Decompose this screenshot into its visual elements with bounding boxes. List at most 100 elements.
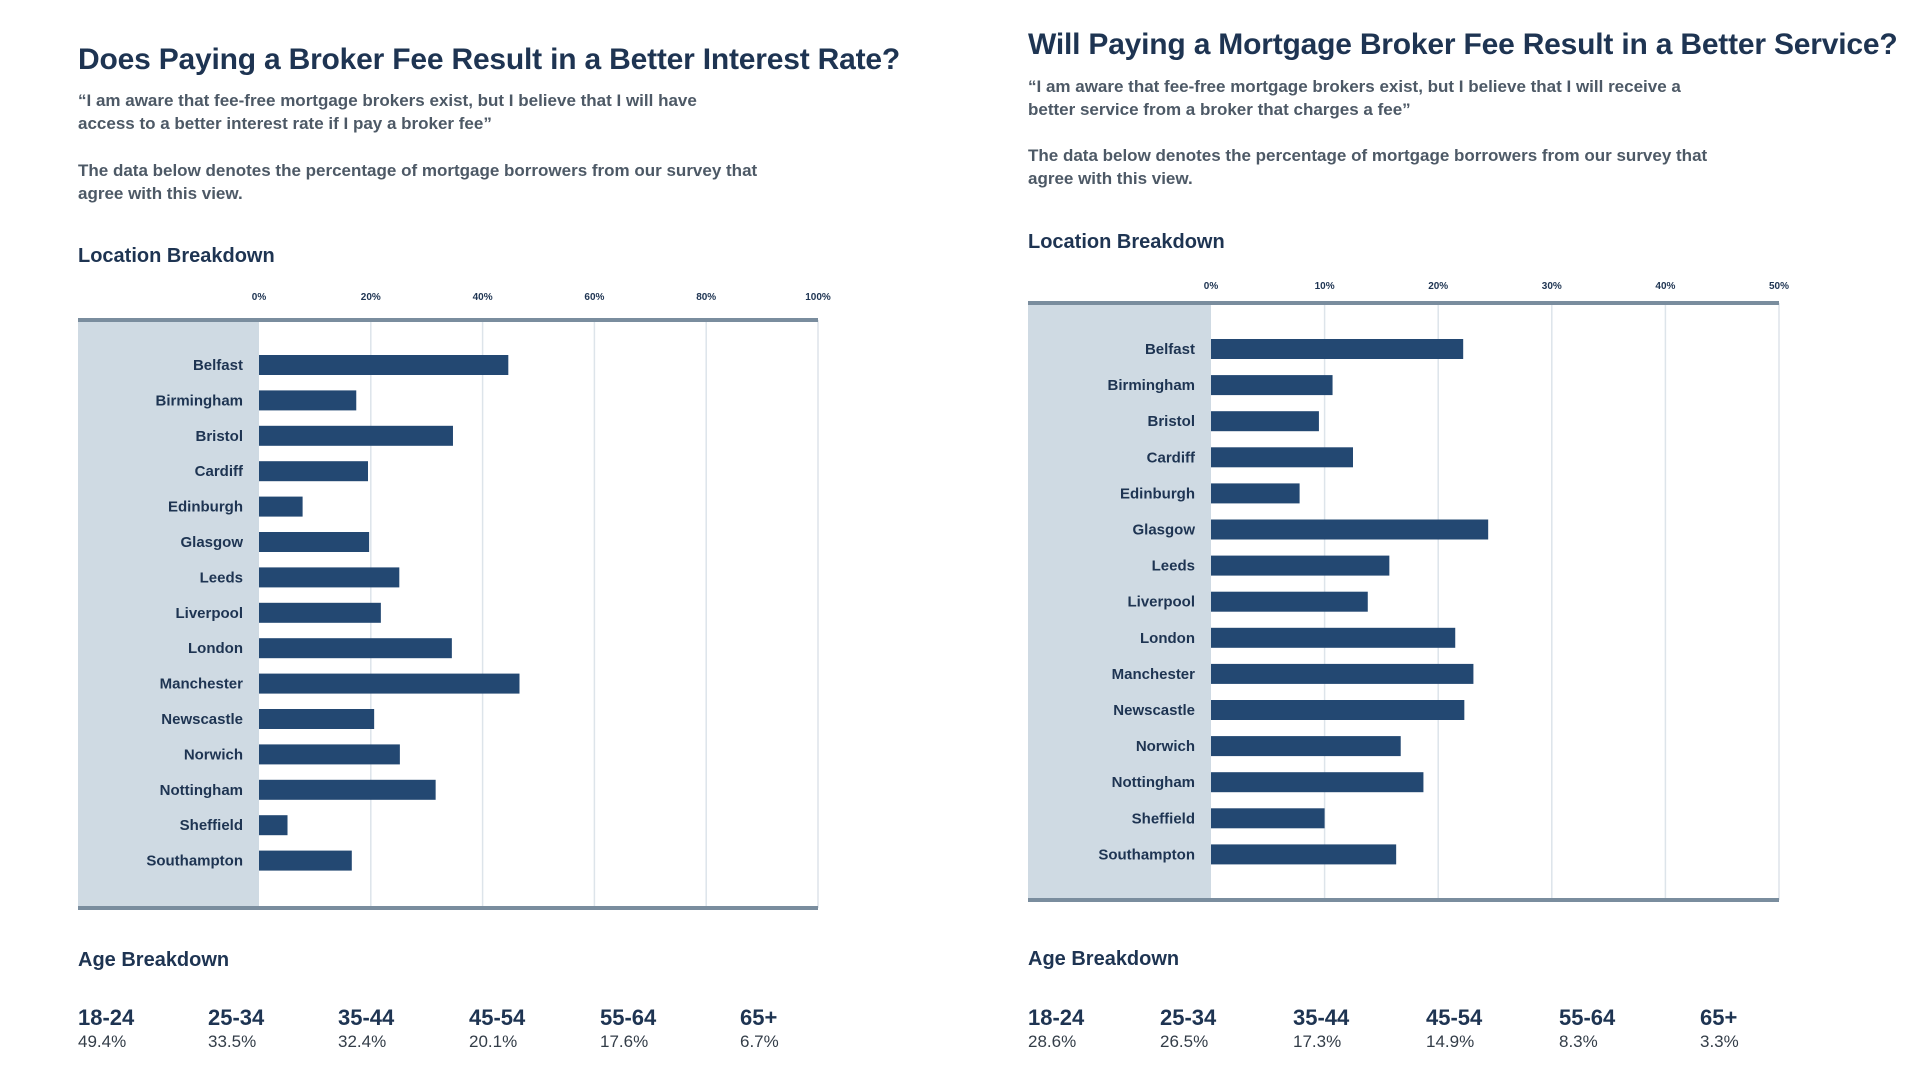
category-label: Sheffield <box>180 817 243 834</box>
category-label: London <box>1140 630 1195 647</box>
bar <box>1211 555 1390 576</box>
age-value: 3.3% <box>1700 1032 1739 1051</box>
category-label: Southampton <box>1098 846 1195 863</box>
age-group-label: 18-24 <box>78 1005 135 1030</box>
bar <box>259 815 288 836</box>
age-value: 32.4% <box>338 1032 387 1051</box>
age-value: 6.7% <box>740 1032 779 1051</box>
category-label: Nottingham <box>160 782 243 799</box>
right-note: The data below denotes the percentage of… <box>1028 146 1708 188</box>
category-label: London <box>188 640 243 657</box>
category-label: Bristol <box>195 428 243 445</box>
bar <box>259 602 381 623</box>
age-value: 33.5% <box>208 1032 257 1051</box>
age-group-label: 25-34 <box>208 1005 265 1030</box>
bar <box>1211 339 1464 359</box>
x-tick-label: 100% <box>805 292 831 303</box>
bar <box>1211 519 1489 540</box>
x-tick-label: 0% <box>1204 281 1219 292</box>
category-label: Cardiff <box>1147 449 1196 466</box>
age-group-label: 65+ <box>740 1005 778 1030</box>
bar <box>1211 591 1368 612</box>
category-label: Belfast <box>1145 341 1195 358</box>
left-location-heading: Location Breakdown <box>78 245 275 267</box>
age-item: 35-44 32.4% <box>338 1005 469 1053</box>
age-item: 65+ 3.3% <box>1700 1005 1780 1053</box>
x-tick-label: 30% <box>1542 281 1562 292</box>
bar <box>1211 736 1401 757</box>
bar <box>1211 627 1456 648</box>
age-value: 14.9% <box>1426 1032 1475 1051</box>
category-label: Birmingham <box>1107 377 1195 394</box>
bar <box>1211 483 1300 504</box>
bar <box>259 355 509 375</box>
right-quote: “I am aware that fee-free mortgage broke… <box>1028 77 1681 119</box>
bar <box>1211 700 1465 720</box>
age-item: 25-34 33.5% <box>208 1005 338 1053</box>
age-group-label: 55-64 <box>1559 1005 1616 1030</box>
left-age-heading: Age Breakdown <box>78 949 230 971</box>
bar <box>259 496 303 517</box>
x-tick-label: 40% <box>1655 281 1675 292</box>
age-item: 45-54 20.1% <box>469 1005 600 1053</box>
bar <box>259 709 375 729</box>
left-note: The data below denotes the percentage of… <box>78 161 758 203</box>
x-tick-label: 40% <box>473 292 493 303</box>
left-age-breakdown: 18-24 49.4% 25-34 33.5% 35-44 32.4% 45-5… <box>78 1005 820 1053</box>
category-label: Sheffield <box>1132 810 1195 827</box>
x-tick-label: 0% <box>252 292 267 303</box>
x-tick-label: 80% <box>696 292 716 303</box>
category-label: Bristol <box>1147 413 1195 430</box>
age-value: 17.3% <box>1293 1032 1342 1051</box>
bar <box>259 532 370 552</box>
bar <box>259 390 357 411</box>
category-label: Liverpool <box>1127 594 1195 611</box>
age-group-label: 55-64 <box>600 1005 657 1030</box>
category-label: Liverpool <box>175 605 243 622</box>
age-item: 65+ 6.7% <box>740 1005 820 1053</box>
age-value: 49.4% <box>78 1032 127 1051</box>
category-label: Norwich <box>184 746 243 763</box>
age-item: 55-64 8.3% <box>1559 1005 1700 1053</box>
age-item: 25-34 26.5% <box>1160 1005 1293 1053</box>
category-label: Edinburgh <box>1120 485 1195 502</box>
age-value: 17.6% <box>600 1032 649 1051</box>
age-item: 18-24 49.4% <box>78 1005 208 1053</box>
left-location-chart: 0% 20% 40% 60% 80% 100% Belfast Birmingham Brist… <box>78 290 858 915</box>
frame-top-line <box>78 318 818 322</box>
bar <box>1211 447 1353 468</box>
left-title: Does Paying a Broker Fee Result in a Bet… <box>78 43 900 76</box>
bar <box>259 779 436 800</box>
right-title: Will Paying a Mortgage Broker Fee Result… <box>1028 28 1898 61</box>
x-tick-label: 60% <box>584 292 604 303</box>
age-item: 55-64 17.6% <box>600 1005 740 1053</box>
category-label: Nottingham <box>1112 774 1195 791</box>
category-label: Edinburgh <box>168 499 243 516</box>
category-label: Leeds <box>200 569 243 586</box>
category-label: Glasgow <box>180 534 243 551</box>
age-group-label: 35-44 <box>338 1005 395 1030</box>
age-group-label: 18-24 <box>1028 1005 1085 1030</box>
bar <box>259 638 452 659</box>
age-value: 28.6% <box>1028 1032 1077 1051</box>
x-tick-label: 10% <box>1315 281 1335 292</box>
frame-bottom-line <box>78 906 818 910</box>
bar <box>1211 375 1333 396</box>
age-value: 20.1% <box>469 1032 518 1051</box>
bar <box>1211 808 1325 829</box>
category-label: Newscastle <box>1113 702 1195 719</box>
age-item: 35-44 17.3% <box>1293 1005 1426 1053</box>
category-label: Norwich <box>1136 738 1195 755</box>
label-band <box>78 320 259 908</box>
age-group-label: 45-54 <box>1426 1005 1483 1030</box>
right-age-breakdown: 18-24 28.6% 25-34 26.5% 35-44 17.3% 45-5… <box>1028 1005 1780 1053</box>
age-group-label: 25-34 <box>1160 1005 1217 1030</box>
age-value: 8.3% <box>1559 1032 1598 1051</box>
bar <box>259 850 352 871</box>
age-item: 45-54 14.9% <box>1426 1005 1559 1053</box>
age-group-label: 35-44 <box>1293 1005 1350 1030</box>
right-panel: Will Paying a Mortgage Broker Fee Result… <box>960 0 1920 1080</box>
right-age-heading: Age Breakdown <box>1028 948 1180 970</box>
category-label: Southampton <box>146 853 243 870</box>
category-label: Cardiff <box>195 463 244 480</box>
